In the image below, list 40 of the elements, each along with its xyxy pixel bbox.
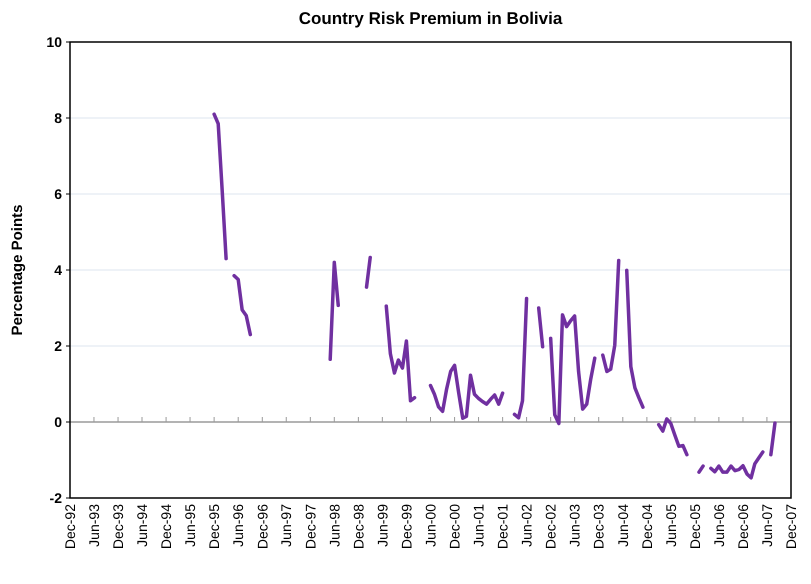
x-tick-label: Jun-05 xyxy=(662,504,679,547)
x-tick-label: Jun-03 xyxy=(566,504,583,547)
x-tick-label: Jun-07 xyxy=(758,504,775,547)
y-tick-label: 2 xyxy=(54,338,62,354)
x-tick-label: Jun-02 xyxy=(518,504,535,547)
y-tick-label: -2 xyxy=(50,490,62,506)
x-tick-label: Dec-03 xyxy=(590,504,607,550)
y-tick-label: 4 xyxy=(54,262,62,278)
y-tick-label: 10 xyxy=(46,34,62,50)
x-tick-label: Dec-05 xyxy=(686,504,703,550)
x-tick-label: Jun-96 xyxy=(230,504,246,547)
x-tick-label: Dec-07 xyxy=(783,504,799,550)
y-axis-title: Percentage Points xyxy=(9,204,26,336)
chart-title: Country Risk Premium in Bolivia xyxy=(298,9,563,28)
x-tick-label: Dec-02 xyxy=(542,504,559,550)
y-tick-label: 6 xyxy=(54,186,62,202)
x-tick-label: Dec-99 xyxy=(398,504,414,550)
x-tick-label: Dec-00 xyxy=(446,504,463,550)
x-tick-label: Dec-95 xyxy=(206,504,222,550)
x-tick-label: Dec-98 xyxy=(350,504,366,550)
y-tick-label: 0 xyxy=(54,414,62,430)
x-tick-label: Jun-95 xyxy=(182,504,198,547)
x-tick-label: Dec-01 xyxy=(494,504,511,550)
x-tick-label: Dec-92 xyxy=(62,504,78,550)
x-tick-label: Dec-97 xyxy=(302,504,318,550)
x-tick-label: Jun-01 xyxy=(470,504,487,547)
y-tick-label: 8 xyxy=(54,110,62,126)
x-tick-label: Jun-04 xyxy=(614,504,631,547)
x-tick-label: Jun-93 xyxy=(86,504,102,547)
x-tick-label: Jun-98 xyxy=(326,504,342,547)
x-tick-label: Dec-06 xyxy=(734,504,751,550)
x-tick-label: Dec-96 xyxy=(254,504,270,550)
x-tick-label: Jun-99 xyxy=(374,504,390,547)
x-tick-label: Jun-06 xyxy=(710,504,727,547)
x-tick-label: Jun-00 xyxy=(422,504,438,547)
x-tick-label: Jun-94 xyxy=(134,504,150,547)
x-tick-label: Dec-93 xyxy=(110,504,126,550)
x-tick-label: Dec-04 xyxy=(638,504,655,550)
x-tick-label: Jun-97 xyxy=(278,504,294,547)
x-tick-label: Dec-94 xyxy=(158,504,174,550)
